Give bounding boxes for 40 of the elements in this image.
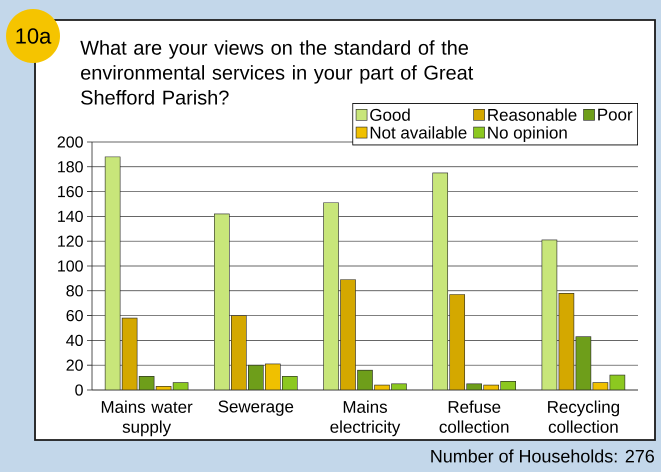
y-tick-label: 80 <box>66 285 83 296</box>
text: Number of Households: 276 <box>431 449 654 463</box>
y-tick-label: 0 <box>75 384 83 396</box>
x-tick-label: Sewerage <box>218 400 294 416</box>
legend-label: No opinion <box>488 126 567 142</box>
bar <box>139 376 154 390</box>
legend-label: Reasonable <box>488 108 576 121</box>
y-tick-label: 40 <box>66 334 83 346</box>
bar <box>122 318 138 390</box>
legend-label: Good <box>370 108 410 121</box>
y-tick-label: 140 <box>58 210 83 222</box>
bar <box>542 240 558 390</box>
legend-label: Poor <box>598 108 632 121</box>
y-tick-label: 180 <box>58 161 83 172</box>
bar <box>214 214 230 390</box>
bar <box>558 292 574 390</box>
y-tick-label: 60 <box>66 310 83 322</box>
y-tick-label: 20 <box>66 360 83 371</box>
x-tick-label: Refuse collection <box>440 400 508 433</box>
bar <box>104 156 120 390</box>
legend-label: Not available <box>370 126 466 139</box>
bar <box>610 374 626 390</box>
bar <box>340 279 356 390</box>
x-tick-label: Mains electricity <box>330 400 400 436</box>
bar <box>449 294 466 390</box>
bar <box>231 315 247 390</box>
y-tick-label: 100 <box>58 260 83 272</box>
x-tick-label: Mains water supply <box>102 400 192 436</box>
bar <box>265 364 281 390</box>
x-tick-label: Recycling collection <box>548 400 620 433</box>
y-tick-label: 120 <box>58 236 83 247</box>
text: 10a <box>16 28 52 44</box>
bar <box>248 364 264 390</box>
bar <box>282 376 298 390</box>
chart-title: What are your views on the standard of the environmental services in your part of Great Shefford Parish? <box>80 40 474 105</box>
y-tick-label: 160 <box>58 186 83 198</box>
bar <box>432 172 448 390</box>
y-tick-label: 200 <box>58 136 83 148</box>
bar <box>576 336 592 390</box>
bar <box>323 202 339 390</box>
